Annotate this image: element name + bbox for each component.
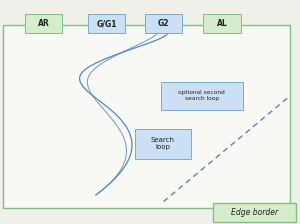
FancyBboxPatch shape: [135, 129, 190, 159]
Text: G2: G2: [158, 19, 169, 28]
FancyBboxPatch shape: [145, 14, 182, 33]
FancyBboxPatch shape: [3, 25, 290, 208]
FancyBboxPatch shape: [213, 203, 296, 222]
Text: G/G1: G/G1: [96, 19, 117, 28]
FancyBboxPatch shape: [160, 82, 243, 110]
Text: Edge border: Edge border: [231, 208, 278, 217]
Text: AR: AR: [38, 19, 50, 28]
Text: AL: AL: [217, 19, 227, 28]
FancyBboxPatch shape: [25, 14, 62, 33]
Text: optional second
search loop: optional second search loop: [178, 90, 225, 101]
Text: Search
loop: Search loop: [151, 137, 175, 151]
FancyBboxPatch shape: [88, 14, 125, 33]
FancyBboxPatch shape: [203, 14, 241, 33]
